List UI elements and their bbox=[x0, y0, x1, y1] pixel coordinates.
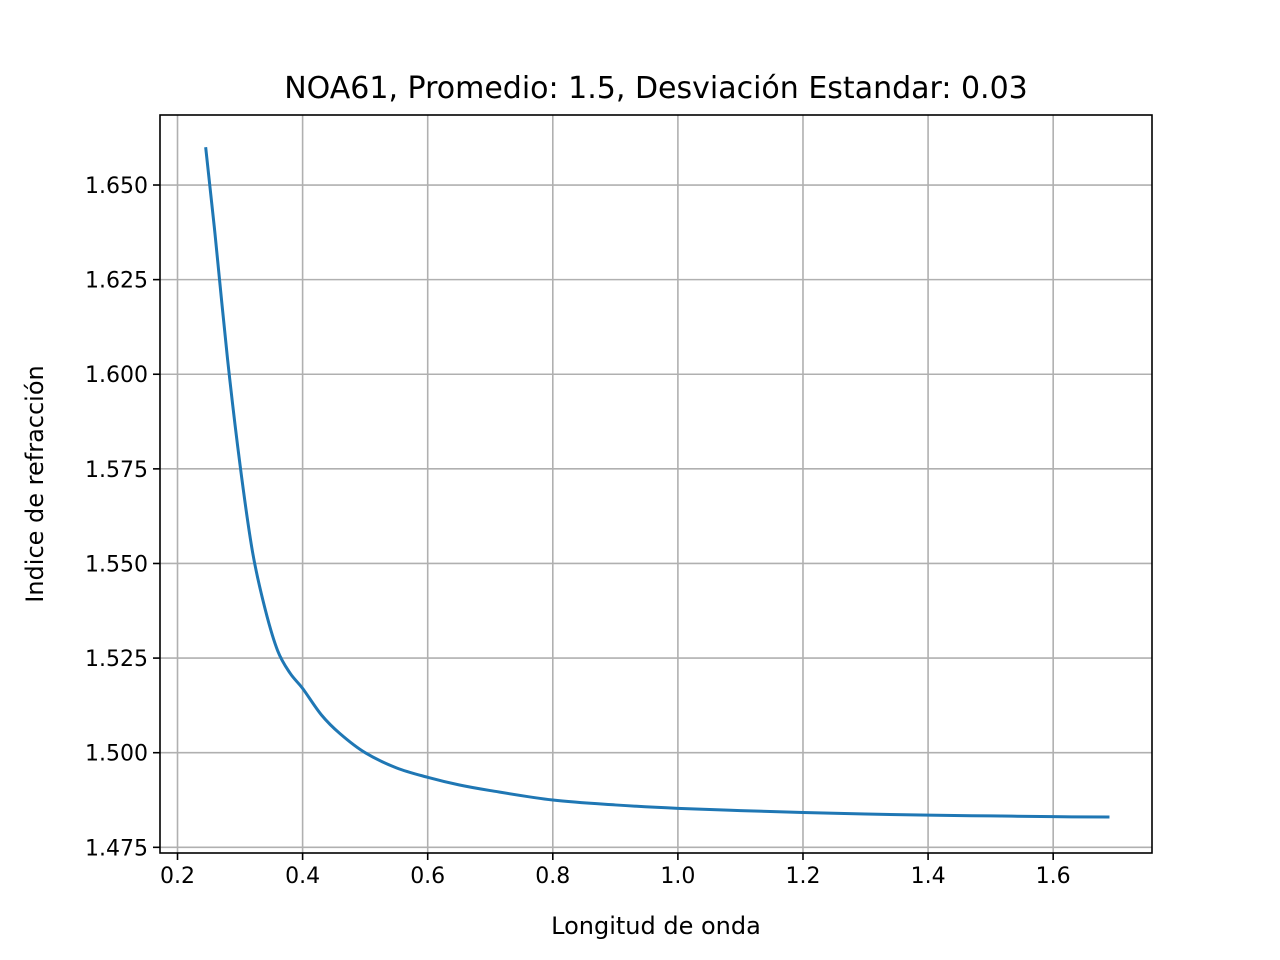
y-tick-label: 1.575 bbox=[85, 458, 148, 483]
chart-title: NOA61, Promedio: 1.5, Desviación Estanda… bbox=[284, 71, 1028, 106]
y-tick-label: 1.550 bbox=[85, 552, 148, 577]
y-tick-label: 1.525 bbox=[85, 647, 148, 672]
x-tick-label: 1.0 bbox=[660, 864, 695, 889]
series-line bbox=[204, 147, 1110, 819]
x-tick-label: 1.6 bbox=[1036, 864, 1071, 889]
x-axis-label: Longitud de onda bbox=[551, 912, 761, 940]
y-axis-label: Indice de refracción bbox=[21, 365, 49, 603]
x-tick-label: 0.6 bbox=[410, 864, 445, 889]
series-layer bbox=[204, 147, 1110, 819]
x-tick-label: 1.2 bbox=[785, 864, 820, 889]
plot-frame bbox=[159, 114, 1153, 854]
plot-background bbox=[160, 115, 1152, 853]
y-tick-label: 1.500 bbox=[85, 742, 148, 767]
ticks: 0.2 0.4 0.6 0.8 1.0 1.2 1.4 1.6 1.475 1.500 1.525 1… bbox=[85, 174, 1071, 889]
y-tick-label: 1.625 bbox=[85, 269, 148, 294]
y-tick-label: 1.650 bbox=[85, 174, 148, 199]
x-tick-label: 0.4 bbox=[285, 864, 320, 889]
x-tick-label: 0.2 bbox=[160, 864, 195, 889]
y-tick-label: 1.600 bbox=[85, 363, 148, 388]
x-tick-label: 0.8 bbox=[535, 864, 570, 889]
grid bbox=[160, 115, 1152, 853]
x-tick-label: 1.4 bbox=[911, 864, 946, 889]
y-tick-label: 1.475 bbox=[85, 836, 148, 861]
